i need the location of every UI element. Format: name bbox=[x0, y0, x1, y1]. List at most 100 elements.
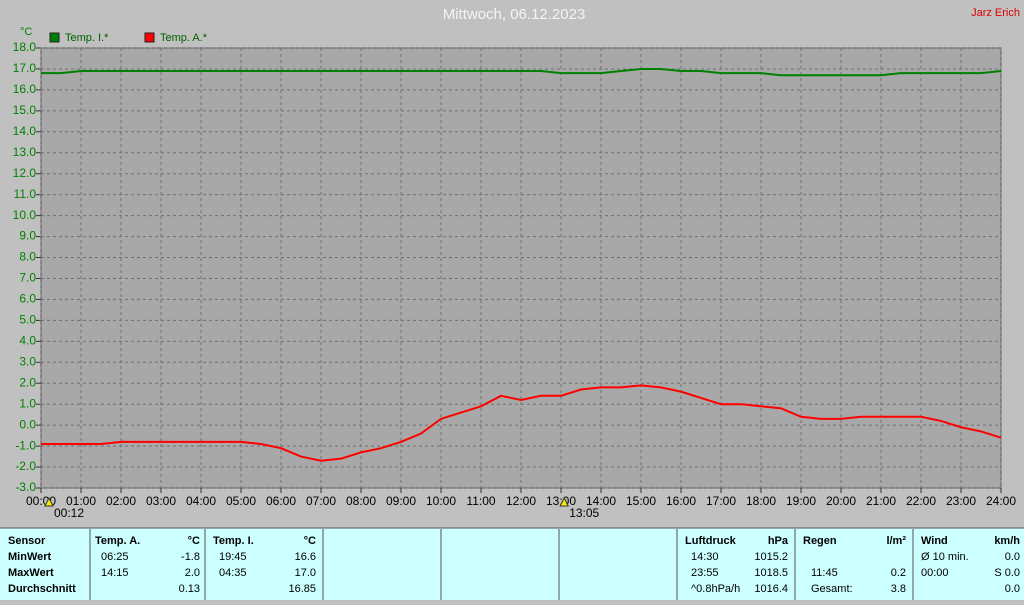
cell-time: 04:35 bbox=[219, 567, 247, 579]
group-unit: °C bbox=[188, 535, 200, 547]
cell-time: 06:25 bbox=[101, 551, 129, 563]
x-tick-label: 19:00 bbox=[786, 494, 816, 508]
y-tick-label: -3.0 bbox=[15, 480, 36, 494]
x-tick-label: 13:00 bbox=[546, 494, 576, 508]
y-tick-label: 3.0 bbox=[19, 354, 36, 368]
cell-value: 1015.2 bbox=[754, 551, 788, 563]
x-tick-label: 17:00 bbox=[706, 494, 736, 508]
y-tick-label: 9.0 bbox=[19, 229, 36, 243]
cell-value: 0.13 bbox=[179, 583, 200, 595]
legend-swatch bbox=[144, 32, 155, 43]
group-header: Luftdruck bbox=[685, 535, 737, 547]
x-tick-label: 10:00 bbox=[426, 494, 456, 508]
x-tick-label: 21:00 bbox=[866, 494, 896, 508]
y-tick-label: -2.0 bbox=[15, 459, 36, 473]
legend-label: Temp. I.* bbox=[65, 32, 109, 44]
annotation: Jarz Erich bbox=[971, 7, 1020, 19]
y-tick-label: 10.0 bbox=[13, 208, 37, 222]
y-axis-label: °C bbox=[20, 26, 32, 38]
cell-value: 3.8 bbox=[891, 583, 906, 595]
x-tick-label: 01:00 bbox=[66, 494, 96, 508]
y-tick-label: 14.0 bbox=[13, 124, 37, 138]
table-header: Sensor bbox=[8, 535, 46, 547]
group-unit: km/h bbox=[994, 535, 1020, 547]
cell-value: -1.8 bbox=[181, 551, 200, 563]
y-tick-label: 12.0 bbox=[13, 166, 37, 180]
group-header: Regen bbox=[803, 535, 837, 547]
x-tick-label: 16:00 bbox=[666, 494, 696, 508]
cell-time: 14:15 bbox=[101, 567, 129, 579]
x-tick-label: 07:00 bbox=[306, 494, 336, 508]
y-tick-label: 13.0 bbox=[13, 145, 37, 159]
cell-time: 23:55 bbox=[691, 567, 719, 579]
legend-swatch bbox=[49, 32, 60, 43]
y-tick-label: 4.0 bbox=[19, 334, 36, 348]
cell-value: 16.6 bbox=[295, 551, 316, 563]
y-tick-label: -1.0 bbox=[15, 438, 36, 452]
x-tick-label: 15:00 bbox=[626, 494, 656, 508]
marker-icon bbox=[559, 496, 570, 507]
x-tick-label: 14:00 bbox=[586, 494, 616, 508]
y-tick-label: 17.0 bbox=[13, 61, 37, 75]
cell-value: 1016.4 bbox=[754, 583, 788, 595]
x-tick-label: 05:00 bbox=[226, 494, 256, 508]
cell-time: 00:00 bbox=[921, 567, 949, 579]
cell-value: 0.2 bbox=[891, 567, 906, 579]
cell-value: 0.0 bbox=[1005, 551, 1020, 563]
group-unit: °C bbox=[304, 535, 316, 547]
row-label: MinWert bbox=[8, 551, 52, 563]
x-tick-label: 02:00 bbox=[106, 494, 136, 508]
x-tick-label: 08:00 bbox=[346, 494, 376, 508]
cell-time: 19:45 bbox=[219, 551, 247, 563]
y-tick-label: 8.0 bbox=[19, 250, 36, 264]
y-tick-label: 5.0 bbox=[19, 313, 36, 327]
y-tick-label: 15.0 bbox=[13, 103, 37, 117]
legend-label: Temp. A.* bbox=[160, 32, 208, 44]
x-tick-label: 23:00 bbox=[946, 494, 976, 508]
marker-label: 13:05 bbox=[569, 506, 599, 520]
y-tick-label: 1.0 bbox=[19, 396, 36, 410]
cell-time: Gesamt: bbox=[811, 583, 853, 595]
table-background bbox=[0, 528, 1024, 600]
y-tick-label: 0.0 bbox=[19, 417, 36, 431]
chart-title: Mittwoch, 06.12.2023 bbox=[443, 6, 586, 23]
y-tick-label: 6.0 bbox=[19, 292, 36, 306]
cell-time: ^0.8hPa/h bbox=[691, 583, 740, 595]
x-tick-label: 20:00 bbox=[826, 494, 856, 508]
y-tick-label: 11.0 bbox=[14, 187, 37, 201]
x-tick-label: 06:00 bbox=[266, 494, 296, 508]
cell-time: 14:30 bbox=[691, 551, 719, 563]
cell-time: 11:45 bbox=[811, 567, 838, 579]
row-label: MaxWert bbox=[8, 567, 54, 579]
cell-value: S 0.0 bbox=[994, 567, 1020, 579]
x-tick-label: 22:00 bbox=[906, 494, 936, 508]
x-tick-label: 03:00 bbox=[146, 494, 176, 508]
group-header: Wind bbox=[921, 535, 948, 547]
series-line bbox=[41, 384, 1002, 462]
x-tick-label: 12:00 bbox=[506, 494, 536, 508]
group-unit: l/m² bbox=[886, 535, 906, 547]
group-unit: hPa bbox=[768, 535, 789, 547]
group-header: Temp. I. bbox=[213, 535, 254, 547]
x-tick-label: 11:00 bbox=[466, 494, 495, 508]
series-line bbox=[41, 67, 1002, 77]
y-tick-label: 18.0 bbox=[13, 40, 37, 54]
marker-icon bbox=[44, 496, 54, 507]
x-tick-label: 18:00 bbox=[746, 494, 776, 508]
y-tick-label: 16.0 bbox=[13, 82, 37, 96]
y-tick-label: 7.0 bbox=[19, 271, 36, 285]
y-tick-label: 2.0 bbox=[19, 375, 36, 389]
marker-label: 00:12 bbox=[54, 506, 84, 520]
group-header: Temp. A. bbox=[95, 535, 140, 547]
cell-value: 2.0 bbox=[185, 567, 200, 579]
cell-value: 1018.5 bbox=[754, 567, 788, 579]
x-tick-label: 09:00 bbox=[386, 494, 416, 508]
cell-value: 17.0 bbox=[295, 567, 316, 579]
x-tick-label: 24:00 bbox=[986, 494, 1016, 508]
cell-time: Ø 10 min. bbox=[921, 551, 969, 563]
cell-value: 0.0 bbox=[1005, 583, 1020, 595]
row-label: Durchschnitt bbox=[8, 583, 76, 595]
cell-value: 16.85 bbox=[288, 583, 316, 595]
